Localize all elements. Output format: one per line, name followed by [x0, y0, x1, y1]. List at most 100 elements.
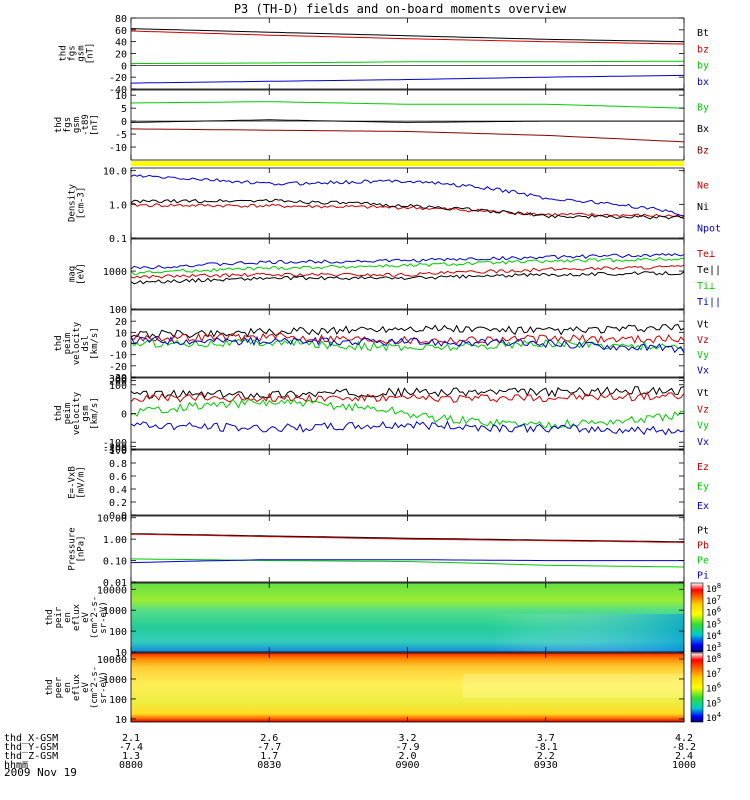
- series-line-pt: [130, 533, 685, 543]
- y-axis-label: E=-VxB [mV/m]: [68, 466, 87, 499]
- orbit-value: 3.7: [537, 733, 555, 744]
- y-axis-label-line: [cm-3]: [77, 187, 87, 220]
- orbit-value: 2.4: [675, 751, 693, 762]
- series-line-vz: [130, 332, 685, 345]
- panel-frame: [130, 17, 685, 90]
- orbit-value: -7.9: [395, 742, 419, 753]
- series-line-vz: [130, 391, 685, 403]
- y-axis-label-line: peer: [54, 676, 64, 698]
- y-tick-label: 40: [115, 38, 127, 49]
- y-axis-label-line: sr-eV): [99, 601, 109, 634]
- series-line-npot: [130, 174, 685, 217]
- orbit-value: 0930: [534, 760, 558, 771]
- y-tick-label: 1000: [103, 267, 127, 278]
- y-tick-label: 0.2: [109, 498, 127, 509]
- panel-frame: [130, 89, 685, 161]
- legend-bz: bz: [697, 44, 709, 55]
- y-tick-label: 10.0: [103, 167, 127, 178]
- y-axis-label-line: thd: [59, 45, 69, 61]
- legend-pe: Pe: [697, 556, 709, 567]
- colorbar-tick-label: 105: [706, 617, 721, 630]
- y-axis-label-line: thd: [45, 609, 55, 625]
- y-tick-label: -100: [103, 438, 127, 449]
- y-axis-label-line: (cm^2-s-: [90, 666, 100, 709]
- y-axis-label-line: fgs: [63, 117, 73, 133]
- orbit-row-label: thd_Z-GSM: [4, 751, 58, 762]
- series-line-pi: [130, 559, 684, 564]
- y-tick-label: 100: [109, 305, 127, 316]
- legend-vz: Vz: [697, 404, 709, 415]
- y-tick-label: 300: [109, 374, 127, 385]
- legend-bx: bx: [697, 77, 709, 88]
- y-axis-label-line: thd: [54, 335, 64, 351]
- colorbar-tick-label: 107: [706, 594, 721, 607]
- orbit-table: thd_X-GSMthd_Y-GSMthd_Z-GSMhhmm2.1-7.41.…: [4, 733, 696, 771]
- y-axis-label-line: -t89: [81, 114, 91, 136]
- y-axis-label-line: (cm^2-s-: [90, 596, 100, 639]
- y-axis-label-line: dsl: [81, 335, 91, 351]
- legend-ey: Ey: [697, 482, 709, 493]
- series-line-ni: [130, 198, 685, 220]
- y-axis-label-line: thd: [45, 679, 55, 695]
- y-axis-label-line: eV: [81, 682, 91, 693]
- panel-2: By Bx Bz 10 5 0 -5 -10 thd fgs gsm -t89 [nT]: [54, 89, 709, 161]
- panel-4: Te⊥ Te|| Ti⊥ Ti|| 1000 100 mag [eV]: [68, 238, 721, 316]
- y-axis-label-line: en: [63, 612, 73, 623]
- legend-vy: Vy: [697, 421, 709, 432]
- y-tick-label: 10.00: [97, 514, 127, 525]
- orbit-value: 0830: [257, 760, 281, 771]
- y-tick-label: -10: [109, 351, 127, 362]
- y-tick-label: 10: [115, 715, 127, 726]
- orbit-value: -7.7: [257, 742, 281, 753]
- series-line-vx: [130, 420, 685, 436]
- legend-pt: Pt: [697, 526, 709, 537]
- y-tick-label: 60: [115, 26, 127, 37]
- y-tick-label: 0.4: [109, 485, 127, 496]
- colorbar-tick-label: 106: [706, 606, 721, 619]
- y-axis-label-line: Pressure: [68, 527, 78, 570]
- colorbar: [690, 652, 704, 723]
- panel-8: Pt Pb Pe Pi 10.00 1.00 0.10 0.01 Pressure [nPa]: [68, 514, 710, 589]
- y-tick-label: -10: [109, 143, 127, 154]
- y-tick-label: 0: [121, 340, 127, 351]
- legend-te⊥: Te⊥: [697, 249, 715, 260]
- legend-te||: Te||: [697, 265, 721, 276]
- colorbar: [690, 582, 704, 653]
- colorbar-tick-label: 108: [706, 582, 721, 595]
- y-tick-label: 10000: [97, 655, 127, 666]
- y-tick-label: 20: [115, 317, 127, 328]
- y-tick-label: 1.00: [103, 535, 127, 546]
- orbit-row-label: thd_X-GSM: [4, 733, 58, 744]
- legend-ne: Ne: [697, 181, 709, 192]
- series-line-by: [130, 60, 684, 65]
- y-axis-label-line: [mV/m]: [77, 466, 87, 499]
- y-tick-label: 0.8: [109, 459, 127, 470]
- y-axis-label-line: velocity: [72, 321, 82, 365]
- y-axis-label: thd fgs gsm [nT]: [59, 43, 96, 65]
- y-axis-label-line: en: [63, 682, 73, 693]
- y-axis-label: thd peir en eflux eV (cm^2-s-sr-eV): [45, 596, 109, 639]
- panel-frame: [130, 515, 685, 583]
- y-axis-label-line: [eV]: [77, 263, 87, 285]
- y-tick-label: -5: [115, 130, 127, 141]
- y-tick-label: 1000: [103, 606, 127, 617]
- legend-vx: Vx: [697, 365, 709, 376]
- legend-vx: Vx: [697, 437, 709, 448]
- y-axis-label-line: sr-eV): [99, 671, 109, 704]
- y-tick-label: 100: [109, 627, 127, 638]
- orbit-value: -8.2: [672, 742, 696, 753]
- series-line-vx: [130, 335, 685, 354]
- orbit-row-label: thd_Y-GSM: [4, 742, 58, 753]
- y-axis-label-line: gsm: [77, 45, 87, 61]
- y-axis-label-line: [nPa]: [77, 535, 87, 562]
- orbit-value: 2.2: [537, 751, 555, 762]
- y-axis-label: Pressure [nPa]: [68, 527, 87, 570]
- series-line-vy: [130, 398, 685, 430]
- y-axis-label: thd peer en eflux eV (cm^2-s-sr-eV): [45, 666, 109, 709]
- series-line-bz: [130, 30, 685, 45]
- y-axis-label: Density [cm-3]: [68, 183, 87, 222]
- orbit-value: 3.2: [398, 733, 416, 744]
